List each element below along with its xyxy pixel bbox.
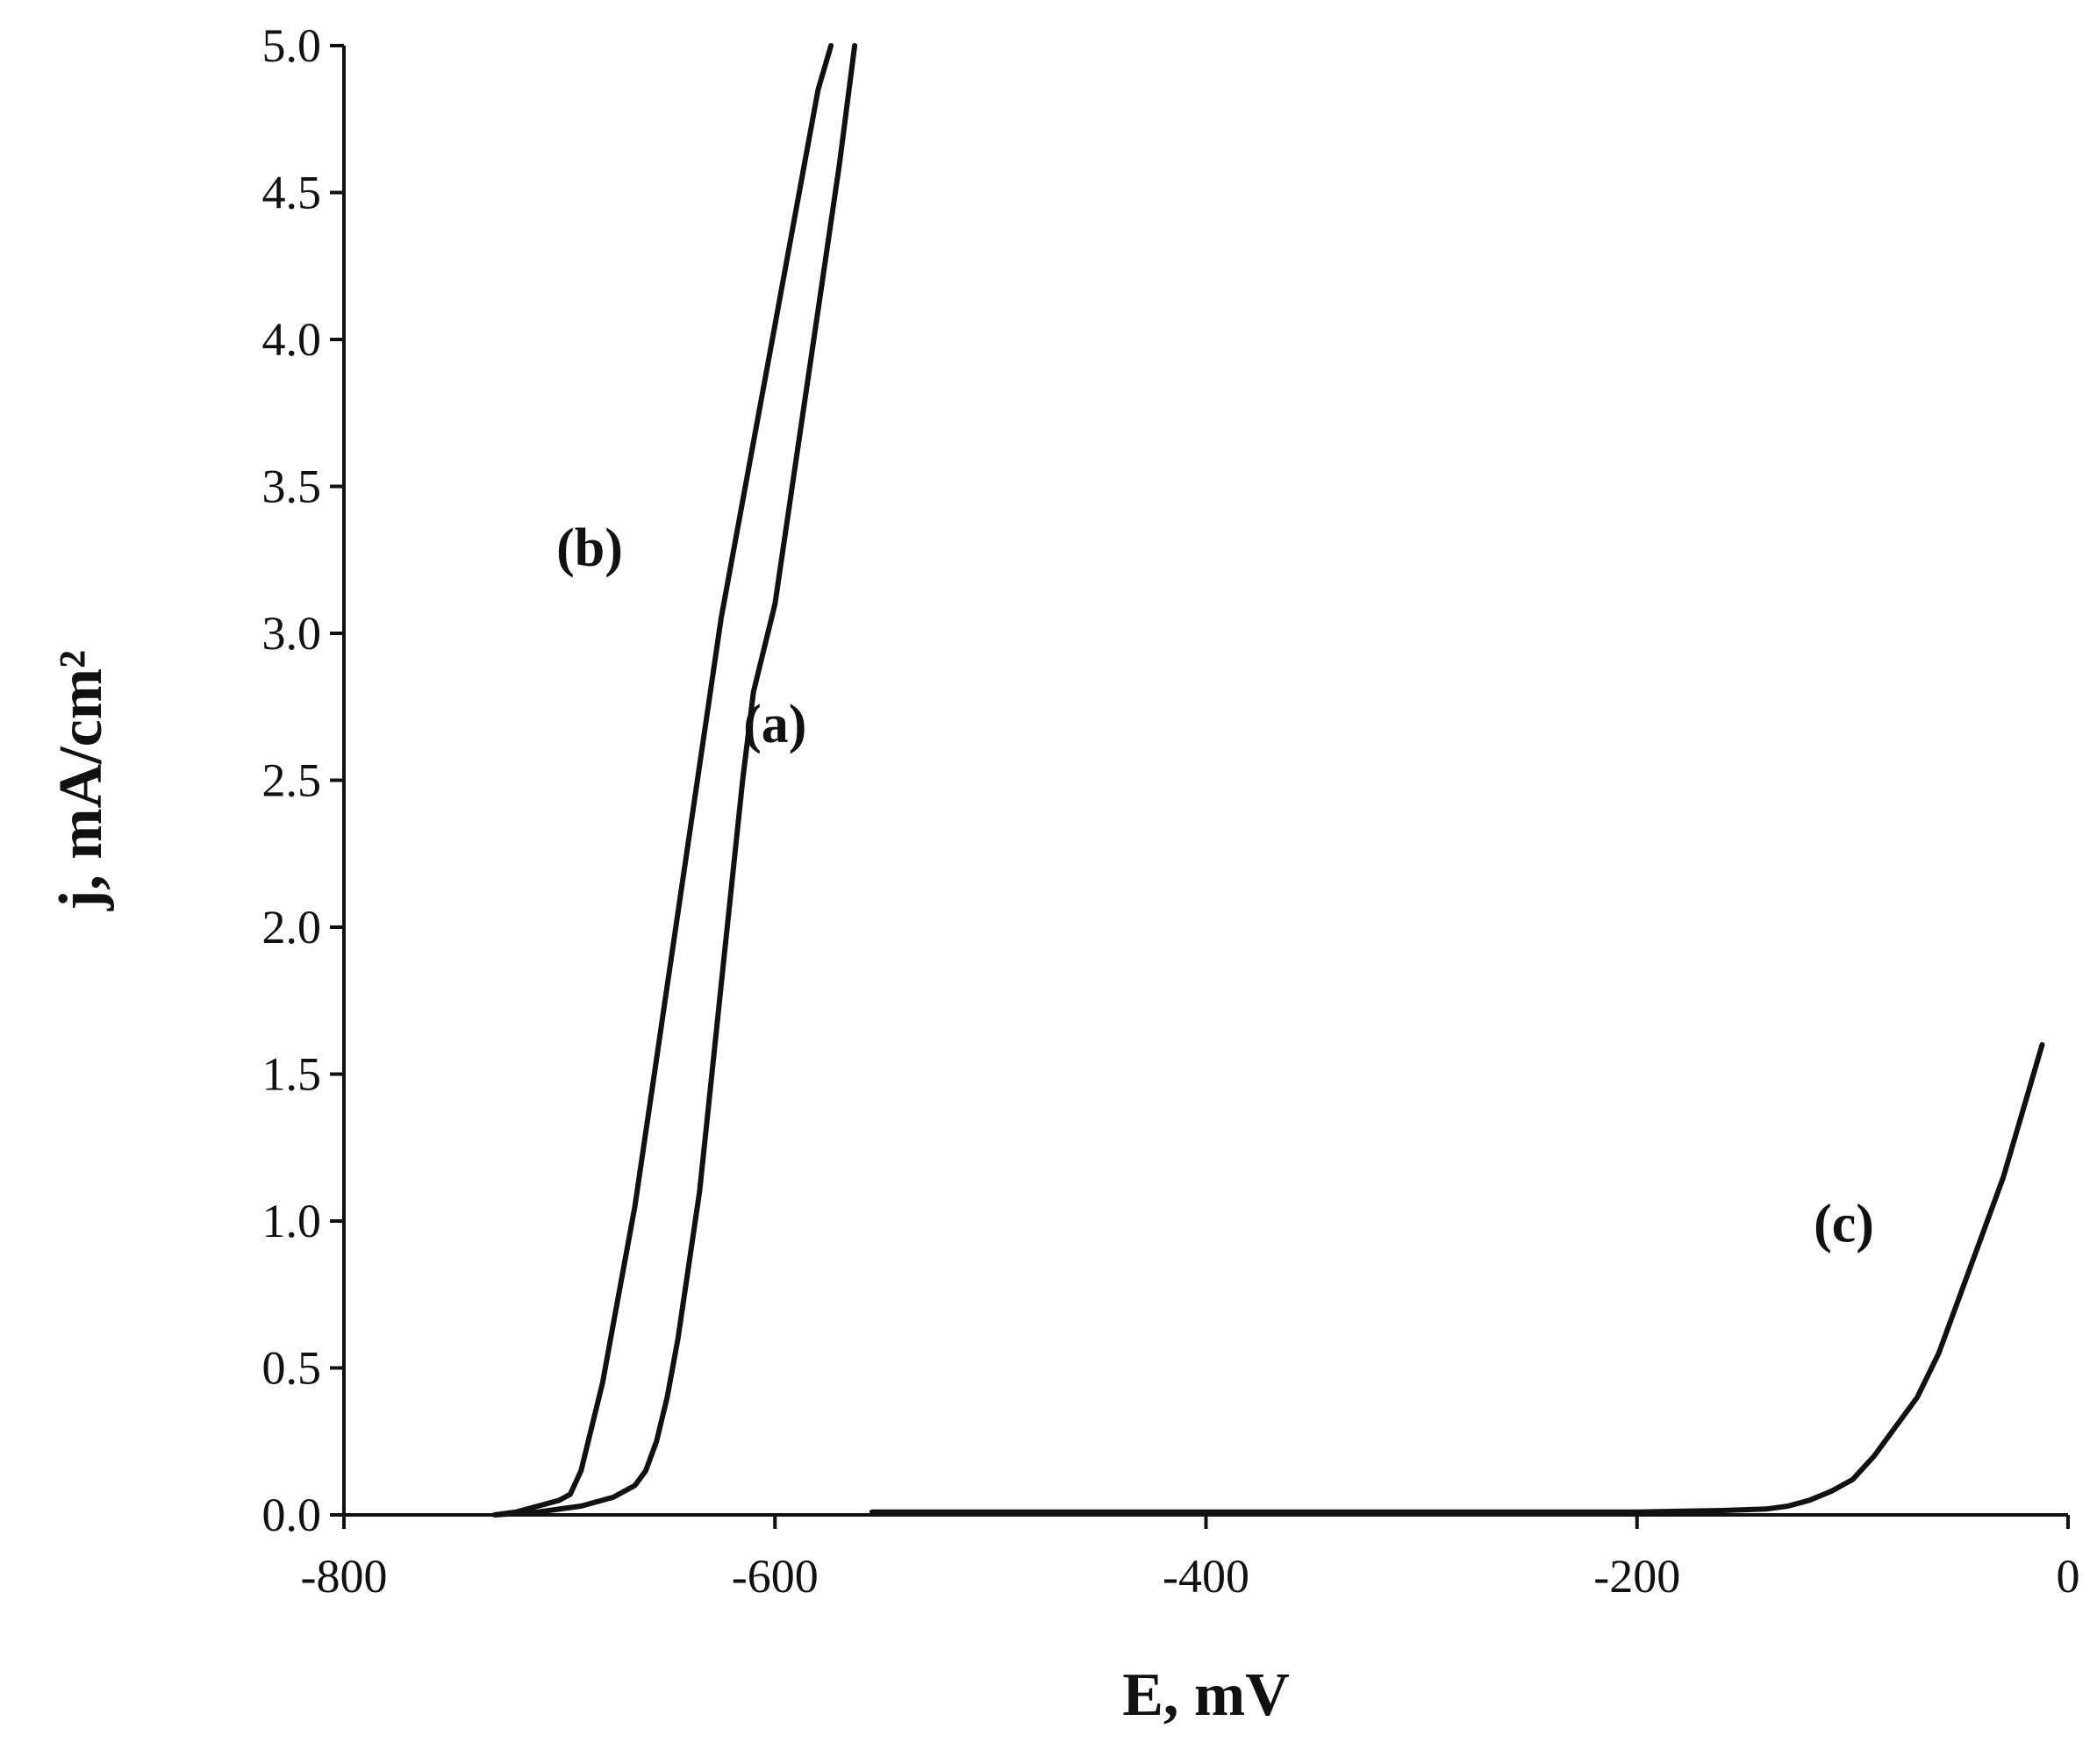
y-tick-label: 1.0: [262, 1195, 322, 1247]
x-ticks: -800 -600 -400 -200 0: [301, 1515, 2080, 1603]
y-tick-label: 2.0: [262, 901, 322, 953]
y-tick-label: 5.0: [262, 19, 322, 72]
series-group: [491, 43, 2045, 1518]
y-tick-label: 3.5: [262, 461, 322, 513]
series-line-b: [491, 43, 834, 1518]
x-tick-label: -800: [301, 1550, 388, 1603]
y-tick-label: 2.5: [262, 754, 322, 807]
series-label-a: (a): [743, 695, 806, 754]
series-label-c: (c): [1814, 1194, 1874, 1253]
x-tick-label: -200: [1593, 1550, 1680, 1603]
y-tick-label: 4.0: [262, 313, 322, 366]
y-axis-label: j, mA/cm²: [47, 650, 115, 911]
y-tick-label: 4.5: [262, 167, 322, 219]
x-axis-label: E, mV: [1122, 1661, 1290, 1729]
x-tick-label: 0: [2057, 1550, 2080, 1603]
y-tick-label: 1.5: [262, 1048, 322, 1101]
series-label-b: (b): [556, 518, 623, 578]
y-tick-label: 0.5: [262, 1342, 322, 1395]
axes: [342, 46, 2068, 1517]
series-line-a: [491, 43, 858, 1518]
x-tick-label: -600: [732, 1550, 819, 1603]
y-ticks: 0.0 0.5 1.0 1.5 2.0 2.5 3.0 3.5 4.0 4.5 5.0: [262, 19, 344, 1541]
x-tick-label: -400: [1163, 1550, 1249, 1603]
series-labels: (a) (b) (c): [556, 518, 1874, 1253]
y-tick-label: 0.0: [262, 1489, 322, 1541]
series-line-c: [869, 1042, 2045, 1515]
y-tick-label: 3.0: [262, 607, 322, 660]
